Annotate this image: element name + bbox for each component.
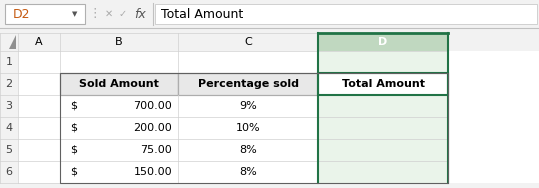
Text: ⋮: ⋮	[89, 8, 101, 20]
Bar	[155, 4, 537, 24]
Bar	[0, 33, 18, 183]
Text: 5: 5	[5, 145, 12, 155]
Bar	[0, 0, 539, 28]
Text: Total Amount: Total Amount	[161, 8, 243, 20]
Text: D: D	[378, 37, 388, 47]
Text: $: $	[70, 101, 77, 111]
Bar	[318, 33, 448, 51]
Bar	[318, 161, 448, 183]
Text: 1: 1	[5, 57, 12, 67]
Bar	[18, 33, 539, 183]
Text: C: C	[244, 37, 252, 47]
Text: 8%: 8%	[239, 145, 257, 155]
Text: ▼: ▼	[72, 11, 78, 17]
Text: 75.00: 75.00	[140, 145, 172, 155]
Text: Total Amount: Total Amount	[342, 79, 425, 89]
Text: 700.00: 700.00	[133, 101, 172, 111]
Bar	[60, 73, 448, 183]
Text: $: $	[70, 145, 77, 155]
Bar	[318, 139, 448, 161]
Text: $: $	[70, 167, 77, 177]
Text: ✕: ✕	[105, 9, 113, 19]
Bar	[318, 117, 448, 139]
Bar	[5, 4, 85, 24]
Text: 9%: 9%	[239, 101, 257, 111]
Text: 200.00: 200.00	[133, 123, 172, 133]
Polygon shape	[9, 35, 16, 49]
Text: 150.00: 150.00	[133, 167, 172, 177]
Text: 6: 6	[5, 167, 12, 177]
Bar	[18, 33, 539, 51]
Text: 10%: 10%	[236, 123, 260, 133]
Text: fx: fx	[134, 8, 146, 20]
Bar	[318, 95, 448, 117]
Text: Percentage sold: Percentage sold	[197, 79, 299, 89]
Text: 4: 4	[5, 123, 12, 133]
Text: A: A	[35, 37, 43, 47]
Bar	[318, 73, 448, 95]
Text: ✓: ✓	[119, 9, 127, 19]
Text: $: $	[70, 123, 77, 133]
Text: 2: 2	[5, 79, 12, 89]
Bar	[318, 73, 448, 95]
Text: 8%: 8%	[239, 167, 257, 177]
Text: Sold Amount: Sold Amount	[79, 79, 159, 89]
Text: D2: D2	[13, 8, 31, 20]
Bar	[178, 73, 318, 95]
Bar	[318, 51, 448, 73]
Bar	[60, 73, 178, 95]
Text: 3: 3	[5, 101, 12, 111]
Text: B: B	[115, 37, 123, 47]
